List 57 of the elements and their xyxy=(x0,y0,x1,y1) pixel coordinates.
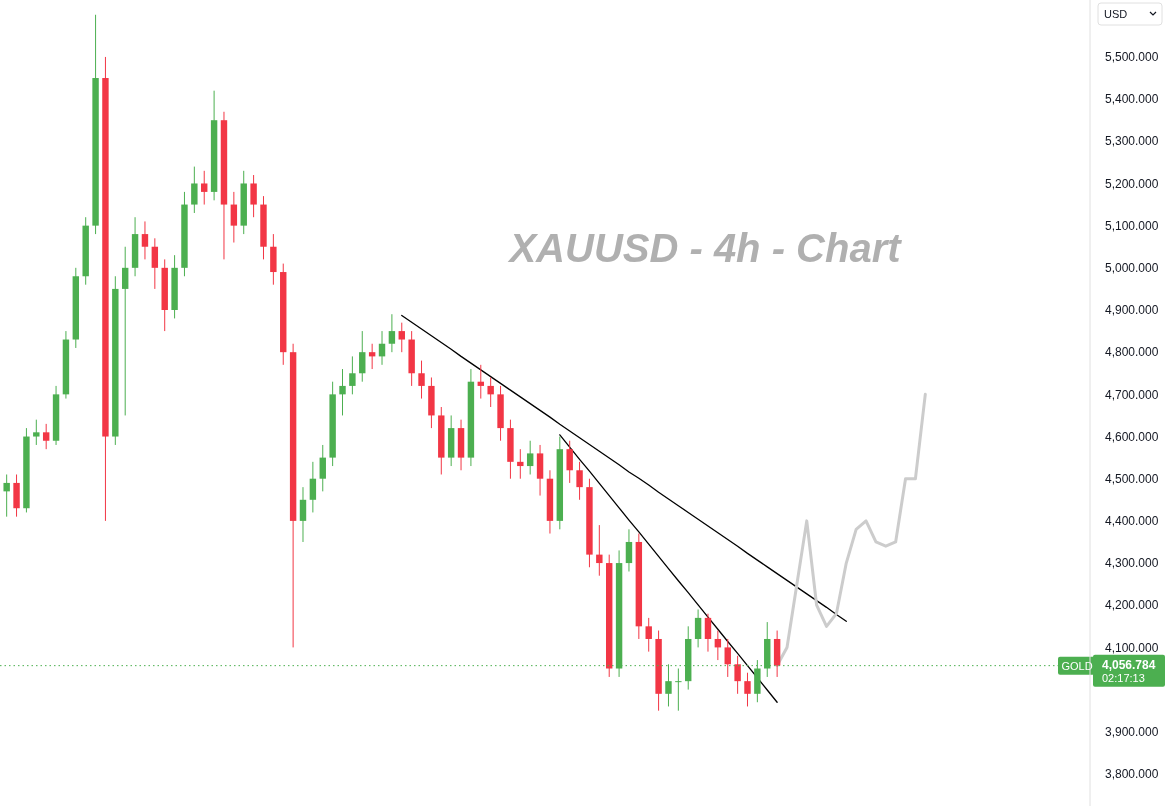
text: XAUUSD - 4h - Chart xyxy=(507,226,903,270)
y-tick-label: 4,300.000 xyxy=(1105,556,1159,571)
candlestick xyxy=(191,166,198,214)
y-tick-label: 4,800.000 xyxy=(1105,345,1159,360)
y-tick-label: 4,200.000 xyxy=(1105,598,1159,613)
candlestick xyxy=(625,528,633,572)
candlestick xyxy=(201,170,208,206)
candlestick xyxy=(299,486,307,543)
y-tick-label: 5,000.000 xyxy=(1105,261,1159,276)
y-tick-label: 5,200.000 xyxy=(1105,176,1159,191)
candlestick xyxy=(339,368,346,416)
candlestick xyxy=(388,313,396,353)
candlestick xyxy=(487,376,494,408)
text: 4,056.784 xyxy=(1102,657,1156,672)
line-series xyxy=(559,434,778,703)
y-tick-label: 4,600.000 xyxy=(1105,429,1159,444)
y-tick-label: 4,700.000 xyxy=(1105,387,1159,402)
candlestick xyxy=(744,672,751,707)
candlestick xyxy=(230,191,238,244)
candlestick xyxy=(398,322,405,353)
candlestick xyxy=(734,655,741,695)
candlestick xyxy=(3,473,10,518)
candlestick xyxy=(724,638,731,678)
candlestick xyxy=(151,237,159,290)
candlestick xyxy=(517,448,524,480)
candlestick xyxy=(704,613,712,653)
candlestick xyxy=(694,608,702,648)
ref-line-label: GOLD xyxy=(1061,659,1093,672)
candlestick xyxy=(596,524,603,577)
text: USD xyxy=(1104,8,1128,20)
text: 02:17:13 xyxy=(1102,671,1145,684)
candlestick xyxy=(576,461,583,501)
candlestick xyxy=(121,246,129,416)
y-tick-label: 4,400.000 xyxy=(1105,514,1159,529)
y-tick-label: 4,100.000 xyxy=(1105,640,1159,655)
candlestick xyxy=(349,355,356,395)
y-tick-label: 3,800.000 xyxy=(1105,767,1159,782)
y-tick-label: 4,900.000 xyxy=(1105,303,1159,318)
y-tick-label: 5,100.000 xyxy=(1105,218,1159,233)
candlestick xyxy=(42,423,50,450)
candlestick xyxy=(141,220,149,260)
candlestick xyxy=(675,668,682,712)
y-tick-label: 3,900.000 xyxy=(1105,724,1159,739)
line-series xyxy=(401,314,847,622)
candlestick xyxy=(33,419,40,446)
candlestick xyxy=(319,444,326,492)
candlestick xyxy=(359,330,366,383)
y-tick-label: 4,500.000 xyxy=(1105,471,1159,486)
y-tick-label: 5,400.000 xyxy=(1105,92,1159,107)
candlestick xyxy=(250,174,257,218)
candlestick xyxy=(645,617,652,653)
candlestick xyxy=(566,440,573,484)
y-tick-label: 5,500.000 xyxy=(1105,50,1159,65)
candlestick xyxy=(309,461,317,513)
candlestick xyxy=(418,360,425,400)
y-tick-label: 5,300.000 xyxy=(1105,134,1159,149)
candlestick xyxy=(526,440,534,475)
